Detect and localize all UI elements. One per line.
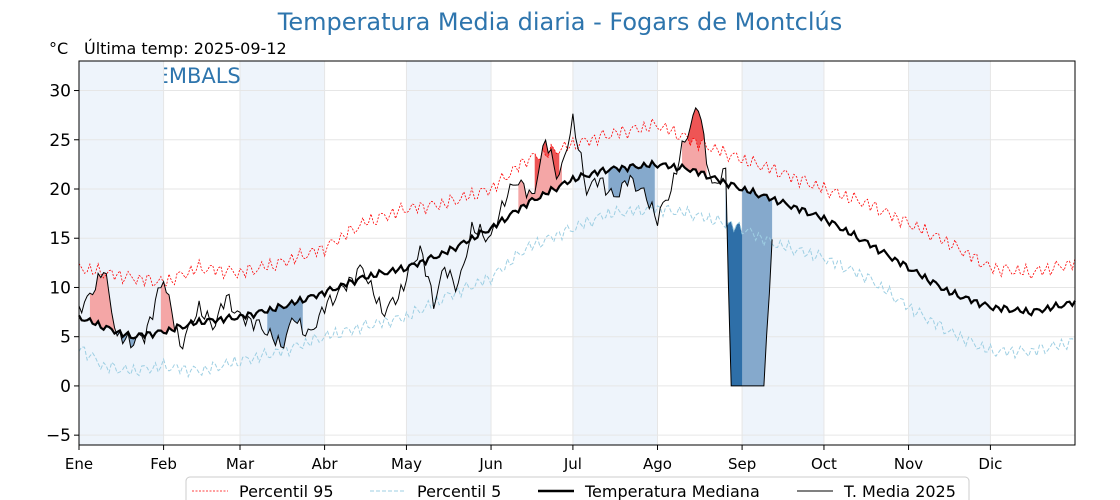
legend-box: [185, 476, 970, 500]
anomaly-fill-above: [518, 140, 562, 213]
month-band: [572, 61, 658, 445]
anomaly-fill-below: [608, 161, 655, 217]
month-band: [908, 61, 991, 445]
legend: Percentil 95 Percentil 5 Temperatura Media…: [185, 476, 970, 500]
x-tick-label: May: [391, 455, 422, 473]
x-axis-ticks: Ene Feb Mar Abr May Jun Jul Ago Sep Oct Nov Dic: [65, 445, 1002, 473]
anomaly-fill-above_p95: [534, 140, 560, 194]
month-bands: [79, 61, 991, 445]
anomaly-fill-above: [160, 281, 178, 334]
x-tick-label: Dic: [978, 455, 1002, 473]
x-tick-label: Ene: [65, 455, 93, 473]
x-tick-label: Abr: [312, 455, 339, 473]
series-percentil-95: [78, 117, 1076, 288]
y-tick-label: 10: [49, 278, 71, 298]
month-band: [239, 61, 325, 445]
x-tick-label: Nov: [894, 455, 923, 473]
last-temp-label: Última temp: 2025-09-12: [84, 39, 287, 58]
y-tick-label: 5: [60, 328, 71, 348]
y-tick-label: 20: [49, 180, 71, 200]
legend-label: T. Media 2025: [843, 482, 956, 500]
y-tick-label: 30: [49, 82, 71, 102]
x-tick-label: Feb: [150, 455, 177, 473]
series-t-media-2025: [78, 106, 773, 387]
x-tick-label: Oct: [811, 455, 837, 473]
x-tick-label: Jun: [478, 455, 502, 473]
y-tick-label: 25: [49, 131, 71, 151]
month-band: [79, 61, 164, 445]
plot-frame: [78, 60, 1076, 446]
chart-title: Temperatura Media diaria - Fogars de Mon…: [277, 8, 843, 36]
legend-label: Percentil 95: [239, 482, 334, 500]
legend-label: Percentil 5: [417, 482, 501, 500]
x-tick-label: Ago: [643, 455, 672, 473]
y-tick-label: −5: [46, 426, 71, 446]
y-axis-ticks: 30 25 20 15 10 5 0 −5: [46, 82, 79, 446]
legend-label: Temperatura Mediana: [584, 482, 760, 500]
y-tick-label: 0: [60, 377, 71, 397]
y-axis-unit: °C: [49, 39, 69, 58]
anomaly-fill-above_p95: [687, 107, 704, 151]
series-temperatura-mediana: [78, 159, 1076, 340]
series-lines: [78, 106, 1076, 387]
y-tick-label: 15: [49, 229, 71, 249]
anomaly-fill-below: [742, 187, 773, 386]
x-tick-label: Sep: [728, 455, 756, 473]
grid-lines: [78, 61, 1075, 445]
x-tick-label: Jul: [563, 455, 582, 473]
x-tick-label: Mar: [226, 455, 255, 473]
